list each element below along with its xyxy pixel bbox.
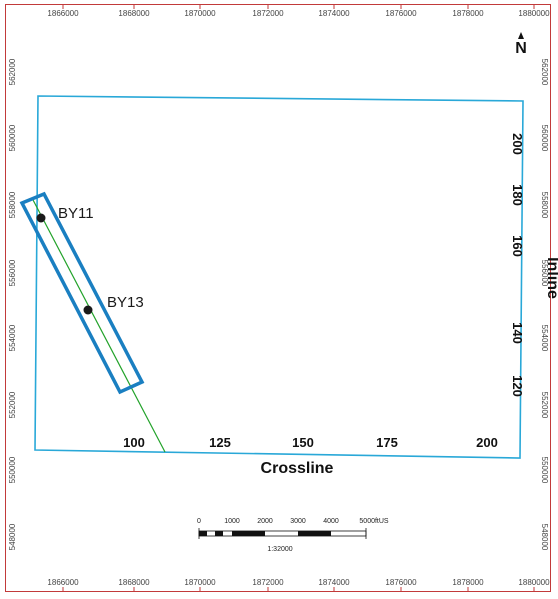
left-tick-labels: 562000 560000 558000 556000 554000 55200… [8,58,17,550]
crossline-label: 175 [376,435,398,450]
bottom-tick-label: 1870000 [184,578,216,587]
scale-label: 1000 [224,518,240,525]
right-tick-label: 556000 [540,260,549,287]
top-tick-label: 1872000 [252,9,284,18]
right-tick-label: 548000 [540,524,549,551]
inline-label: 200 [510,133,525,155]
crossline-label: 200 [476,435,498,450]
right-tick-label: 552000 [540,392,549,419]
left-tick-label: 558000 [8,191,17,218]
top-tick-label: 1874000 [318,9,350,18]
map-frame [5,4,551,592]
right-tick-labels: 562000 560000 558000 556000 554000 55200… [540,59,549,551]
north-label: N [515,40,527,57]
well-by11[interactable]: BY11 [36,205,94,223]
inline-title: Inline [544,257,558,299]
bottom-tick-label: 1876000 [385,578,417,587]
inline-label: 120 [510,375,525,397]
scale-bar: 0 1000 2000 3000 4000 5000ftUS 1:32000 [197,518,389,553]
right-tick-label: 562000 [540,59,549,86]
inline-labels: 200 180 160 140 120 [510,133,525,397]
top-tick-label: 1866000 [47,9,79,18]
scale-ratio: 1:32000 [267,546,292,553]
bottom-tick-labels: 1866000 1868000 1870000 1872000 1874000 … [47,578,550,587]
north-arrow-icon: N [515,32,527,57]
top-tick-labels: 1866000 1868000 1870000 1872000 1874000 … [47,9,550,18]
frame-ticks [62,4,535,592]
top-tick-label: 1876000 [385,9,417,18]
bottom-tick-label: 1878000 [452,578,484,587]
top-tick-label: 1868000 [118,9,150,18]
bottom-tick-label: 1874000 [318,578,350,587]
scale-label: 2000 [257,518,273,525]
left-tick-label: 554000 [8,324,17,351]
survey-outline [34,95,524,459]
top-tick-label: 1870000 [184,9,216,18]
well-marker-icon [36,213,46,223]
well-marker-icon [83,305,93,315]
right-tick-label: 560000 [540,125,549,152]
well-label: BY13 [107,294,144,311]
well-by13[interactable]: BY13 [83,294,144,315]
left-tick-label: 556000 [8,259,17,286]
bottom-tick-label: 1872000 [252,578,284,587]
scale-label: 0 [197,518,201,525]
crossline-label: 100 [123,435,145,450]
scale-label: 5000ftUS [359,518,389,525]
well-trajectory-line [31,197,166,453]
right-tick-label: 554000 [540,325,549,352]
selection-box[interactable] [19,191,145,395]
scale-label: 3000 [290,518,306,525]
left-tick-label: 552000 [8,391,17,418]
bottom-tick-label: 1880000 [518,578,550,587]
left-tick-label: 550000 [8,456,17,483]
left-tick-label: 560000 [8,124,17,151]
bottom-tick-label: 1868000 [118,578,150,587]
top-tick-label: 1878000 [452,9,484,18]
top-tick-label: 1880000 [518,9,550,18]
left-tick-label: 562000 [8,58,17,85]
scale-label: 4000 [323,518,339,525]
left-tick-label: 548000 [8,523,17,550]
bottom-tick-label: 1866000 [47,578,79,587]
crossline-label: 150 [292,435,314,450]
right-tick-label: 558000 [540,192,549,219]
crossline-title: Crossline [261,460,334,477]
crossline-label: 125 [209,435,231,450]
inline-label: 180 [510,184,525,206]
inline-label: 140 [510,322,525,344]
crossline-labels: 100 125 150 175 200 [123,435,498,450]
right-tick-label: 550000 [540,457,549,484]
well-label: BY11 [58,205,94,222]
inline-label: 160 [510,235,525,257]
